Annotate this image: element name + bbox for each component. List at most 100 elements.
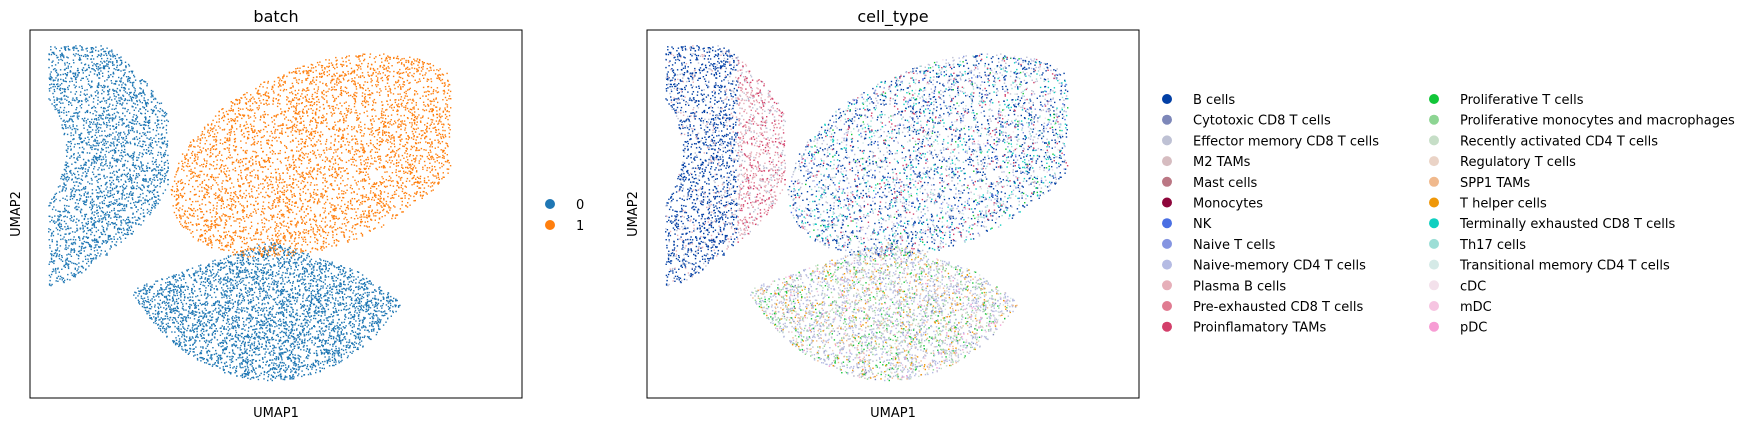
batch-point bbox=[91, 178, 92, 179]
batch-point bbox=[235, 146, 236, 147]
batch-point bbox=[120, 160, 121, 161]
batch-point bbox=[385, 313, 386, 314]
batch-point bbox=[433, 189, 434, 190]
batch-point bbox=[448, 111, 449, 112]
batch-point bbox=[94, 238, 95, 239]
batch-point bbox=[51, 274, 52, 275]
batch-point bbox=[138, 142, 139, 143]
batch-point bbox=[429, 167, 430, 168]
batch-point bbox=[310, 251, 311, 252]
batch-point bbox=[73, 248, 74, 249]
batch-point bbox=[337, 300, 338, 301]
batch-point bbox=[383, 199, 384, 200]
batch-point bbox=[126, 197, 127, 198]
batch-point bbox=[440, 134, 441, 135]
batch-point bbox=[174, 181, 175, 182]
batch-point bbox=[66, 56, 67, 57]
batch-point bbox=[295, 68, 296, 69]
batch-point bbox=[249, 254, 250, 255]
batch-point bbox=[314, 102, 315, 103]
batch-point bbox=[302, 116, 303, 117]
batch-point bbox=[319, 258, 320, 259]
batch-point bbox=[416, 124, 417, 125]
batch-point bbox=[228, 295, 229, 296]
batch-point bbox=[119, 205, 120, 206]
batch-point bbox=[119, 116, 120, 117]
batch-point bbox=[341, 322, 342, 323]
batch-point bbox=[75, 93, 76, 94]
batch-point bbox=[85, 70, 86, 71]
batch-point bbox=[124, 174, 125, 175]
batch-point bbox=[258, 289, 259, 290]
batch-point bbox=[111, 109, 112, 110]
batch-point bbox=[297, 129, 298, 130]
batch-point bbox=[237, 307, 238, 308]
batch-point bbox=[114, 160, 115, 161]
batch-point bbox=[379, 127, 380, 128]
batch-point bbox=[260, 130, 261, 131]
batch-point bbox=[125, 84, 126, 85]
batch-point bbox=[193, 175, 194, 176]
batch-point bbox=[368, 206, 369, 207]
batch-point bbox=[68, 206, 69, 207]
batch-point bbox=[76, 189, 77, 190]
batch-point bbox=[340, 177, 341, 178]
batch-point bbox=[413, 106, 414, 107]
batch-point bbox=[254, 341, 255, 342]
batch-point bbox=[154, 180, 155, 181]
batch-point bbox=[380, 122, 381, 123]
batch-point bbox=[142, 306, 143, 307]
batch-point bbox=[63, 112, 64, 113]
batch-point bbox=[245, 342, 246, 343]
batch-point bbox=[167, 179, 168, 180]
batch-point bbox=[338, 353, 339, 354]
batch-point bbox=[128, 76, 129, 77]
batch-point bbox=[278, 266, 279, 267]
batch-point bbox=[87, 137, 88, 138]
batch-point bbox=[190, 169, 191, 170]
batch-point bbox=[267, 292, 268, 293]
batch-point bbox=[205, 282, 206, 283]
batch-point bbox=[332, 216, 333, 217]
batch-point bbox=[400, 121, 401, 122]
batch-point bbox=[173, 205, 174, 206]
batch-point bbox=[282, 280, 283, 281]
batch-point bbox=[265, 351, 266, 352]
batch-point bbox=[222, 350, 223, 351]
batch-point bbox=[79, 200, 80, 201]
batch-point bbox=[230, 244, 231, 245]
batch-point bbox=[235, 230, 236, 231]
batch-point bbox=[151, 298, 152, 299]
batch-point bbox=[124, 195, 125, 196]
batch-point bbox=[421, 148, 422, 149]
batch-point bbox=[335, 308, 336, 309]
batch-point bbox=[237, 236, 238, 237]
batch-point bbox=[351, 353, 352, 354]
batch-point bbox=[132, 197, 133, 198]
batch-point bbox=[188, 184, 189, 185]
batch-point bbox=[247, 311, 248, 312]
batch-point bbox=[279, 302, 280, 303]
batch-point bbox=[62, 257, 63, 258]
batch-point bbox=[376, 212, 377, 213]
batch-point bbox=[431, 156, 432, 157]
batch-point bbox=[272, 184, 273, 185]
batch-point bbox=[317, 264, 318, 265]
batch-point bbox=[428, 185, 429, 186]
batch-point bbox=[223, 232, 224, 233]
batch-point bbox=[227, 199, 228, 200]
batch-point bbox=[254, 325, 255, 326]
batch-point bbox=[248, 118, 249, 119]
batch-point bbox=[147, 99, 148, 100]
batch-point bbox=[156, 166, 157, 167]
batch-point bbox=[291, 370, 292, 371]
batch-point bbox=[81, 215, 82, 216]
batch-point bbox=[310, 167, 311, 168]
batch-point bbox=[176, 281, 177, 282]
batch-point bbox=[217, 362, 218, 363]
batch-point bbox=[122, 187, 123, 188]
batch-point bbox=[317, 132, 318, 133]
batch-point bbox=[175, 289, 176, 290]
batch-point bbox=[377, 77, 378, 78]
batch-point bbox=[210, 144, 211, 145]
